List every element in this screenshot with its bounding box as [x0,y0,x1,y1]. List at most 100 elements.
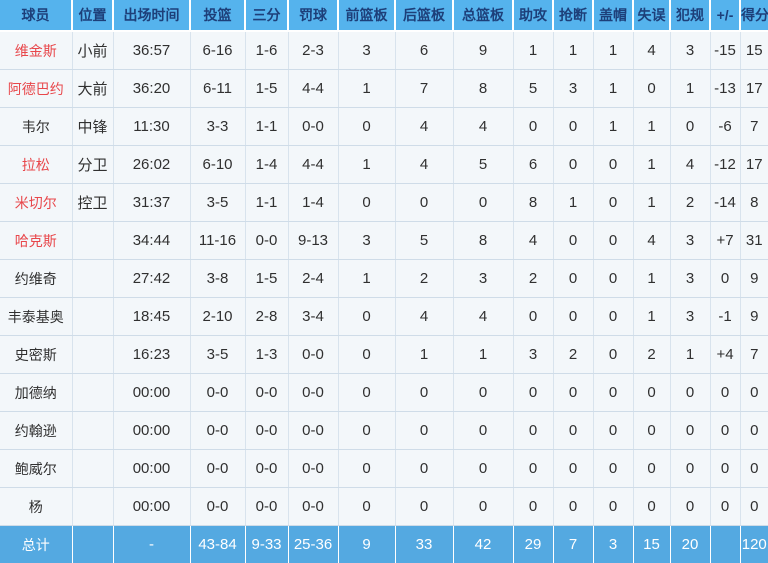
total-cell: 25-36 [288,526,338,563]
stat-cell: 3 [670,31,710,70]
column-header-11: 抢断 [553,0,593,31]
stat-cell: 0 [338,298,395,336]
stat-cell: 1-1 [245,184,288,222]
total-cell: 120 [740,526,768,563]
stat-cell: 0 [593,146,633,184]
stat-cell: 2 [553,336,593,374]
stat-cell: 00:00 [113,374,190,412]
stat-cell: 0 [513,108,553,146]
stat-cell: 2 [633,336,670,374]
stat-cell: 0 [710,260,740,298]
stat-cell: 0 [453,450,513,488]
column-header-14: 犯规 [670,0,710,31]
stat-cell: 1-5 [245,70,288,108]
column-header-13: 失误 [633,0,670,31]
stat-cell: 小前 [72,31,113,70]
stat-cell: 0 [593,184,633,222]
stat-cell: 0 [740,488,768,526]
total-cell [710,526,740,563]
stat-cell: 控卫 [72,184,113,222]
stat-cell: 4 [513,222,553,260]
stat-cell: 0-0 [245,374,288,412]
stat-cell: 0 [740,412,768,450]
player-name[interactable]: 史密斯 [0,336,72,374]
stat-cell: 3-4 [288,298,338,336]
header-row: 球员位置出场时间投篮三分罚球前篮板后篮板总篮板助攻抢断盖帽失误犯规+/-得分 [0,0,768,31]
stat-cell: 0 [710,412,740,450]
column-header-7: 前篮板 [338,0,395,31]
stat-cell: 3-5 [190,336,245,374]
stat-cell: 1 [633,260,670,298]
stat-cell: 0 [553,146,593,184]
stat-cell: 9-13 [288,222,338,260]
stat-cell: -13 [710,70,740,108]
stat-cell: 4 [633,31,670,70]
stat-cell: 15 [740,31,768,70]
player-name[interactable]: 阿德巴约 [0,70,72,108]
stat-cell: 0 [593,336,633,374]
total-cell: 15 [633,526,670,563]
stat-cell: 0 [740,374,768,412]
player-name[interactable]: 鲍威尔 [0,450,72,488]
total-cell: 29 [513,526,553,563]
stat-cell: 2-4 [288,260,338,298]
stat-cell: 6 [395,31,453,70]
stat-cell: 4-4 [288,70,338,108]
stat-cell: -6 [710,108,740,146]
stat-cell: 8 [513,184,553,222]
player-name[interactable]: 哈克斯 [0,222,72,260]
stat-cell: 00:00 [113,488,190,526]
stat-cell: 0 [593,374,633,412]
stat-cell: 0-0 [288,108,338,146]
stat-cell: -12 [710,146,740,184]
total-cell: 33 [395,526,453,563]
stat-cell: 1 [553,184,593,222]
stat-cell: +4 [710,336,740,374]
stat-cell: 31 [740,222,768,260]
stat-cell: 0 [710,488,740,526]
stat-cell: 1 [633,146,670,184]
stat-cell: 0 [395,450,453,488]
player-name[interactable]: 拉松 [0,146,72,184]
player-name[interactable]: 约翰逊 [0,412,72,450]
stat-cell: 0 [453,412,513,450]
total-cell: 9 [338,526,395,563]
total-cell: 7 [553,526,593,563]
stat-cell: 0-0 [245,450,288,488]
total-cell: 20 [670,526,710,563]
stat-cell: 0 [338,488,395,526]
stat-cell: 3 [338,31,395,70]
player-name[interactable]: 杨 [0,488,72,526]
stat-cell: 中锋 [72,108,113,146]
stat-cell: 1 [513,31,553,70]
player-name[interactable]: 维金斯 [0,31,72,70]
stat-cell: 0 [633,412,670,450]
player-name[interactable]: 丰泰基奥 [0,298,72,336]
stat-cell: 0-0 [245,222,288,260]
stat-cell: 3 [670,222,710,260]
stat-cell: 0 [513,412,553,450]
total-cell: 42 [453,526,513,563]
stat-cell: 0 [395,374,453,412]
player-name[interactable]: 米切尔 [0,184,72,222]
player-name[interactable]: 韦尔 [0,108,72,146]
stat-cell: 1 [670,336,710,374]
stat-cell: 0-0 [245,488,288,526]
stat-cell: 0-0 [288,374,338,412]
stat-cell: 26:02 [113,146,190,184]
stat-cell: 分卫 [72,146,113,184]
stat-cell: 6-16 [190,31,245,70]
stat-cell: 5 [513,70,553,108]
stat-cell: 0 [513,298,553,336]
stat-cell: 9 [740,260,768,298]
player-name[interactable]: 加德纳 [0,374,72,412]
stat-cell: 4 [453,108,513,146]
stat-cell: 0 [453,488,513,526]
stat-cell: 0 [593,488,633,526]
player-name[interactable]: 约维奇 [0,260,72,298]
